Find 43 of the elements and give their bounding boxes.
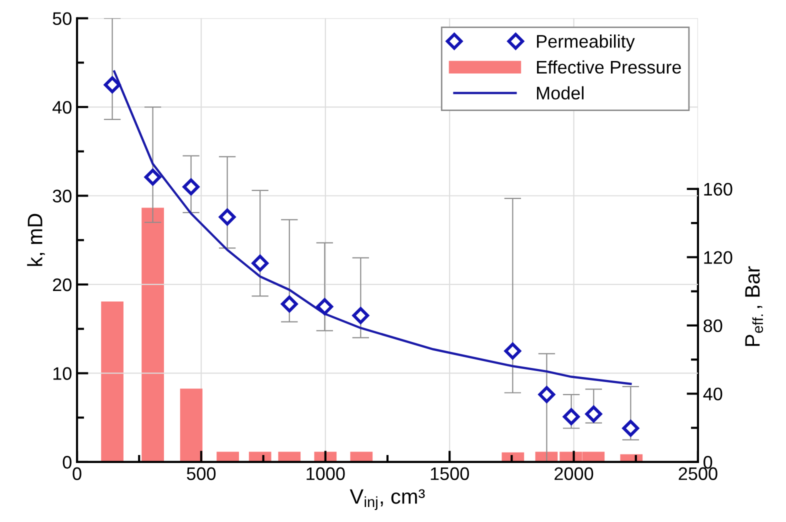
point	[182, 178, 200, 196]
x-tick-label: 2500	[678, 467, 718, 480]
bar	[180, 388, 202, 462]
y-tick-label: 20	[52, 278, 72, 292]
point	[280, 296, 298, 312]
bar	[142, 208, 164, 462]
x-tick-label: 0	[72, 467, 82, 480]
x-tick-label: 2000	[554, 467, 594, 480]
y2-tick-label: 40	[703, 388, 722, 400]
legend-label: Permeability	[537, 34, 635, 52]
x-tick-label: 1000	[306, 467, 345, 480]
point	[585, 406, 602, 422]
point	[316, 298, 334, 316]
y-tick-label: 0	[62, 456, 72, 469]
point	[144, 168, 162, 186]
y2-tick-label: 0	[704, 456, 712, 469]
point	[252, 254, 268, 272]
y-tick-label: 10	[53, 367, 72, 380]
point	[504, 342, 522, 360]
y2-tick-label: 80	[704, 319, 722, 332]
legend-label: Model	[537, 86, 584, 100]
point	[104, 76, 121, 94]
x-axis-title: V$_{inj}$, cm³	[350, 489, 425, 510]
point	[538, 386, 556, 403]
y-tick-label: 50	[52, 12, 72, 25]
y2-tick-label: 160	[704, 182, 732, 196]
y-tick-label: 40	[52, 100, 72, 114]
y2-axis-title: P$_{eff.}$, Bar	[745, 266, 764, 346]
bar	[101, 302, 124, 462]
point	[562, 408, 580, 426]
y2-tick-label: 120	[704, 251, 732, 264]
x-tick-label: 500	[186, 467, 216, 480]
point	[352, 307, 370, 324]
y-tick-label: 30	[52, 190, 72, 202]
bar	[278, 452, 301, 462]
y-axis-title: k, mD	[27, 214, 45, 266]
legend-label: Effective Pressure	[537, 60, 681, 74]
bar	[248, 452, 272, 462]
bar	[350, 452, 373, 462]
x-tick-label: 1500	[430, 467, 469, 480]
bar	[216, 452, 239, 462]
point	[218, 208, 236, 226]
point	[622, 420, 640, 437]
